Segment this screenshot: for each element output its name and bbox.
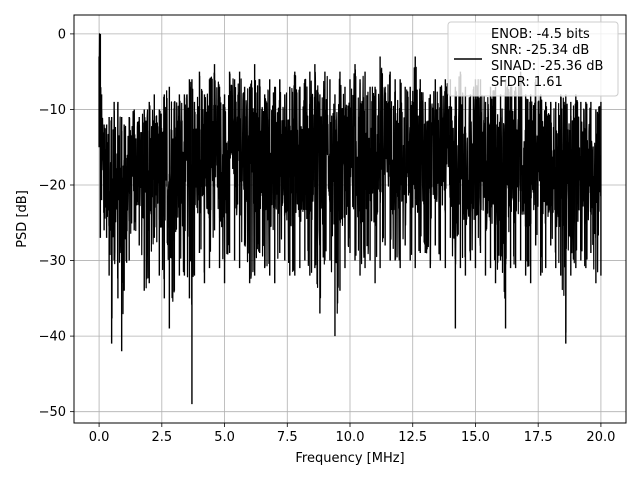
x-tick-label: 10.0: [336, 430, 365, 445]
legend-sfdr: SFDR: 1.61: [491, 75, 563, 90]
legend-sinad: SINAD: -25.36 dB: [491, 59, 603, 74]
plot-area: [98, 33, 602, 405]
x-tick-label: 7.5: [277, 430, 298, 445]
x-axis-label: Frequency [MHz]: [295, 451, 404, 466]
legend-enob: ENOB: -4.5 bits: [491, 27, 590, 42]
x-tick-label: 0.0: [89, 430, 110, 445]
x-tick-label: 2.5: [151, 430, 172, 445]
x-tick-label: 12.5: [398, 430, 427, 445]
y-tick-label: −50: [39, 405, 66, 420]
y-tick-label: −10: [39, 103, 66, 118]
y-axis: 0 −10 −20 −30 −40 −50: [39, 27, 74, 420]
y-tick-label: −40: [39, 330, 66, 345]
legend-box: [447, 21, 619, 97]
psd-envelope-spikes: [98, 33, 602, 405]
x-tick-label: 15.0: [461, 430, 490, 445]
x-axis: 0.0 2.5 5.0 7.5 10.0 12.5 15.0 17.5 20.0: [89, 423, 615, 445]
x-tick-label: 17.5: [524, 430, 553, 445]
x-tick-label: 20.0: [586, 430, 615, 445]
series-psd: [98, 33, 602, 405]
legend: ENOB: -4.5 bits SNR: -25.34 dB SINAD: -2…: [447, 21, 619, 97]
y-tick-label: −20: [39, 179, 66, 194]
legend-snr: SNR: -25.34 dB: [491, 43, 589, 58]
y-tick-label: −30: [39, 254, 66, 269]
x-tick-label: 5.0: [214, 430, 235, 445]
y-tick-label: 0: [58, 27, 66, 42]
y-axis-label: PSD [dB]: [15, 190, 30, 248]
